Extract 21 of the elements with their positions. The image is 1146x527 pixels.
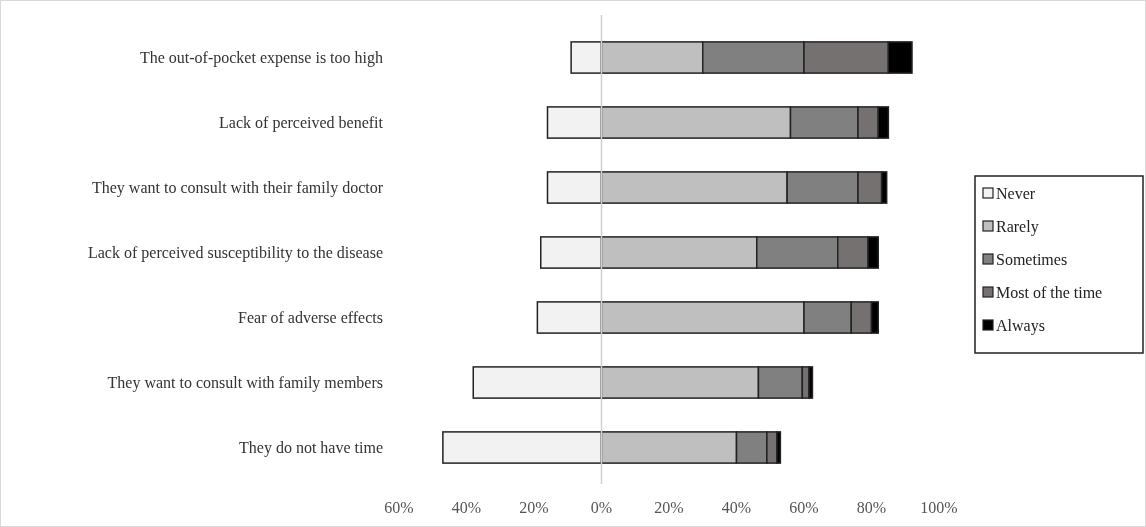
y-tick-label: They want to consult with family members xyxy=(107,374,383,393)
legend-label: Sometimes xyxy=(996,250,1068,268)
y-tick-label: Lack of perceived benefit xyxy=(219,114,384,133)
y-tick-label: Fear of adverse effects xyxy=(238,309,383,327)
legend-label: Never xyxy=(996,184,1036,202)
legend-label: Rarely xyxy=(996,217,1039,236)
x-tick-label: 60% xyxy=(789,498,819,516)
legend-label: Always xyxy=(996,316,1045,335)
x-tick-label: 20% xyxy=(654,498,684,516)
x-tick-label: 20% xyxy=(519,498,549,516)
x-tick-label: 60% xyxy=(384,498,414,516)
x-tick-label: 100% xyxy=(920,498,958,516)
x-tick-label: 0% xyxy=(590,498,613,516)
x-tick-label: 80% xyxy=(856,498,887,516)
y-tick-label: The out-of-pocket expense is too high xyxy=(139,49,383,68)
x-tick-label: 40% xyxy=(451,498,482,516)
y-tick-label: Lack of perceived susceptibility to the disease xyxy=(87,244,383,263)
y-tick-label: They do not have time xyxy=(239,439,383,458)
legend-label: Most of the time xyxy=(996,283,1103,301)
y-tick-label: They want to consult with their family doctor xyxy=(91,179,384,198)
x-tick-label: 40% xyxy=(721,498,752,516)
